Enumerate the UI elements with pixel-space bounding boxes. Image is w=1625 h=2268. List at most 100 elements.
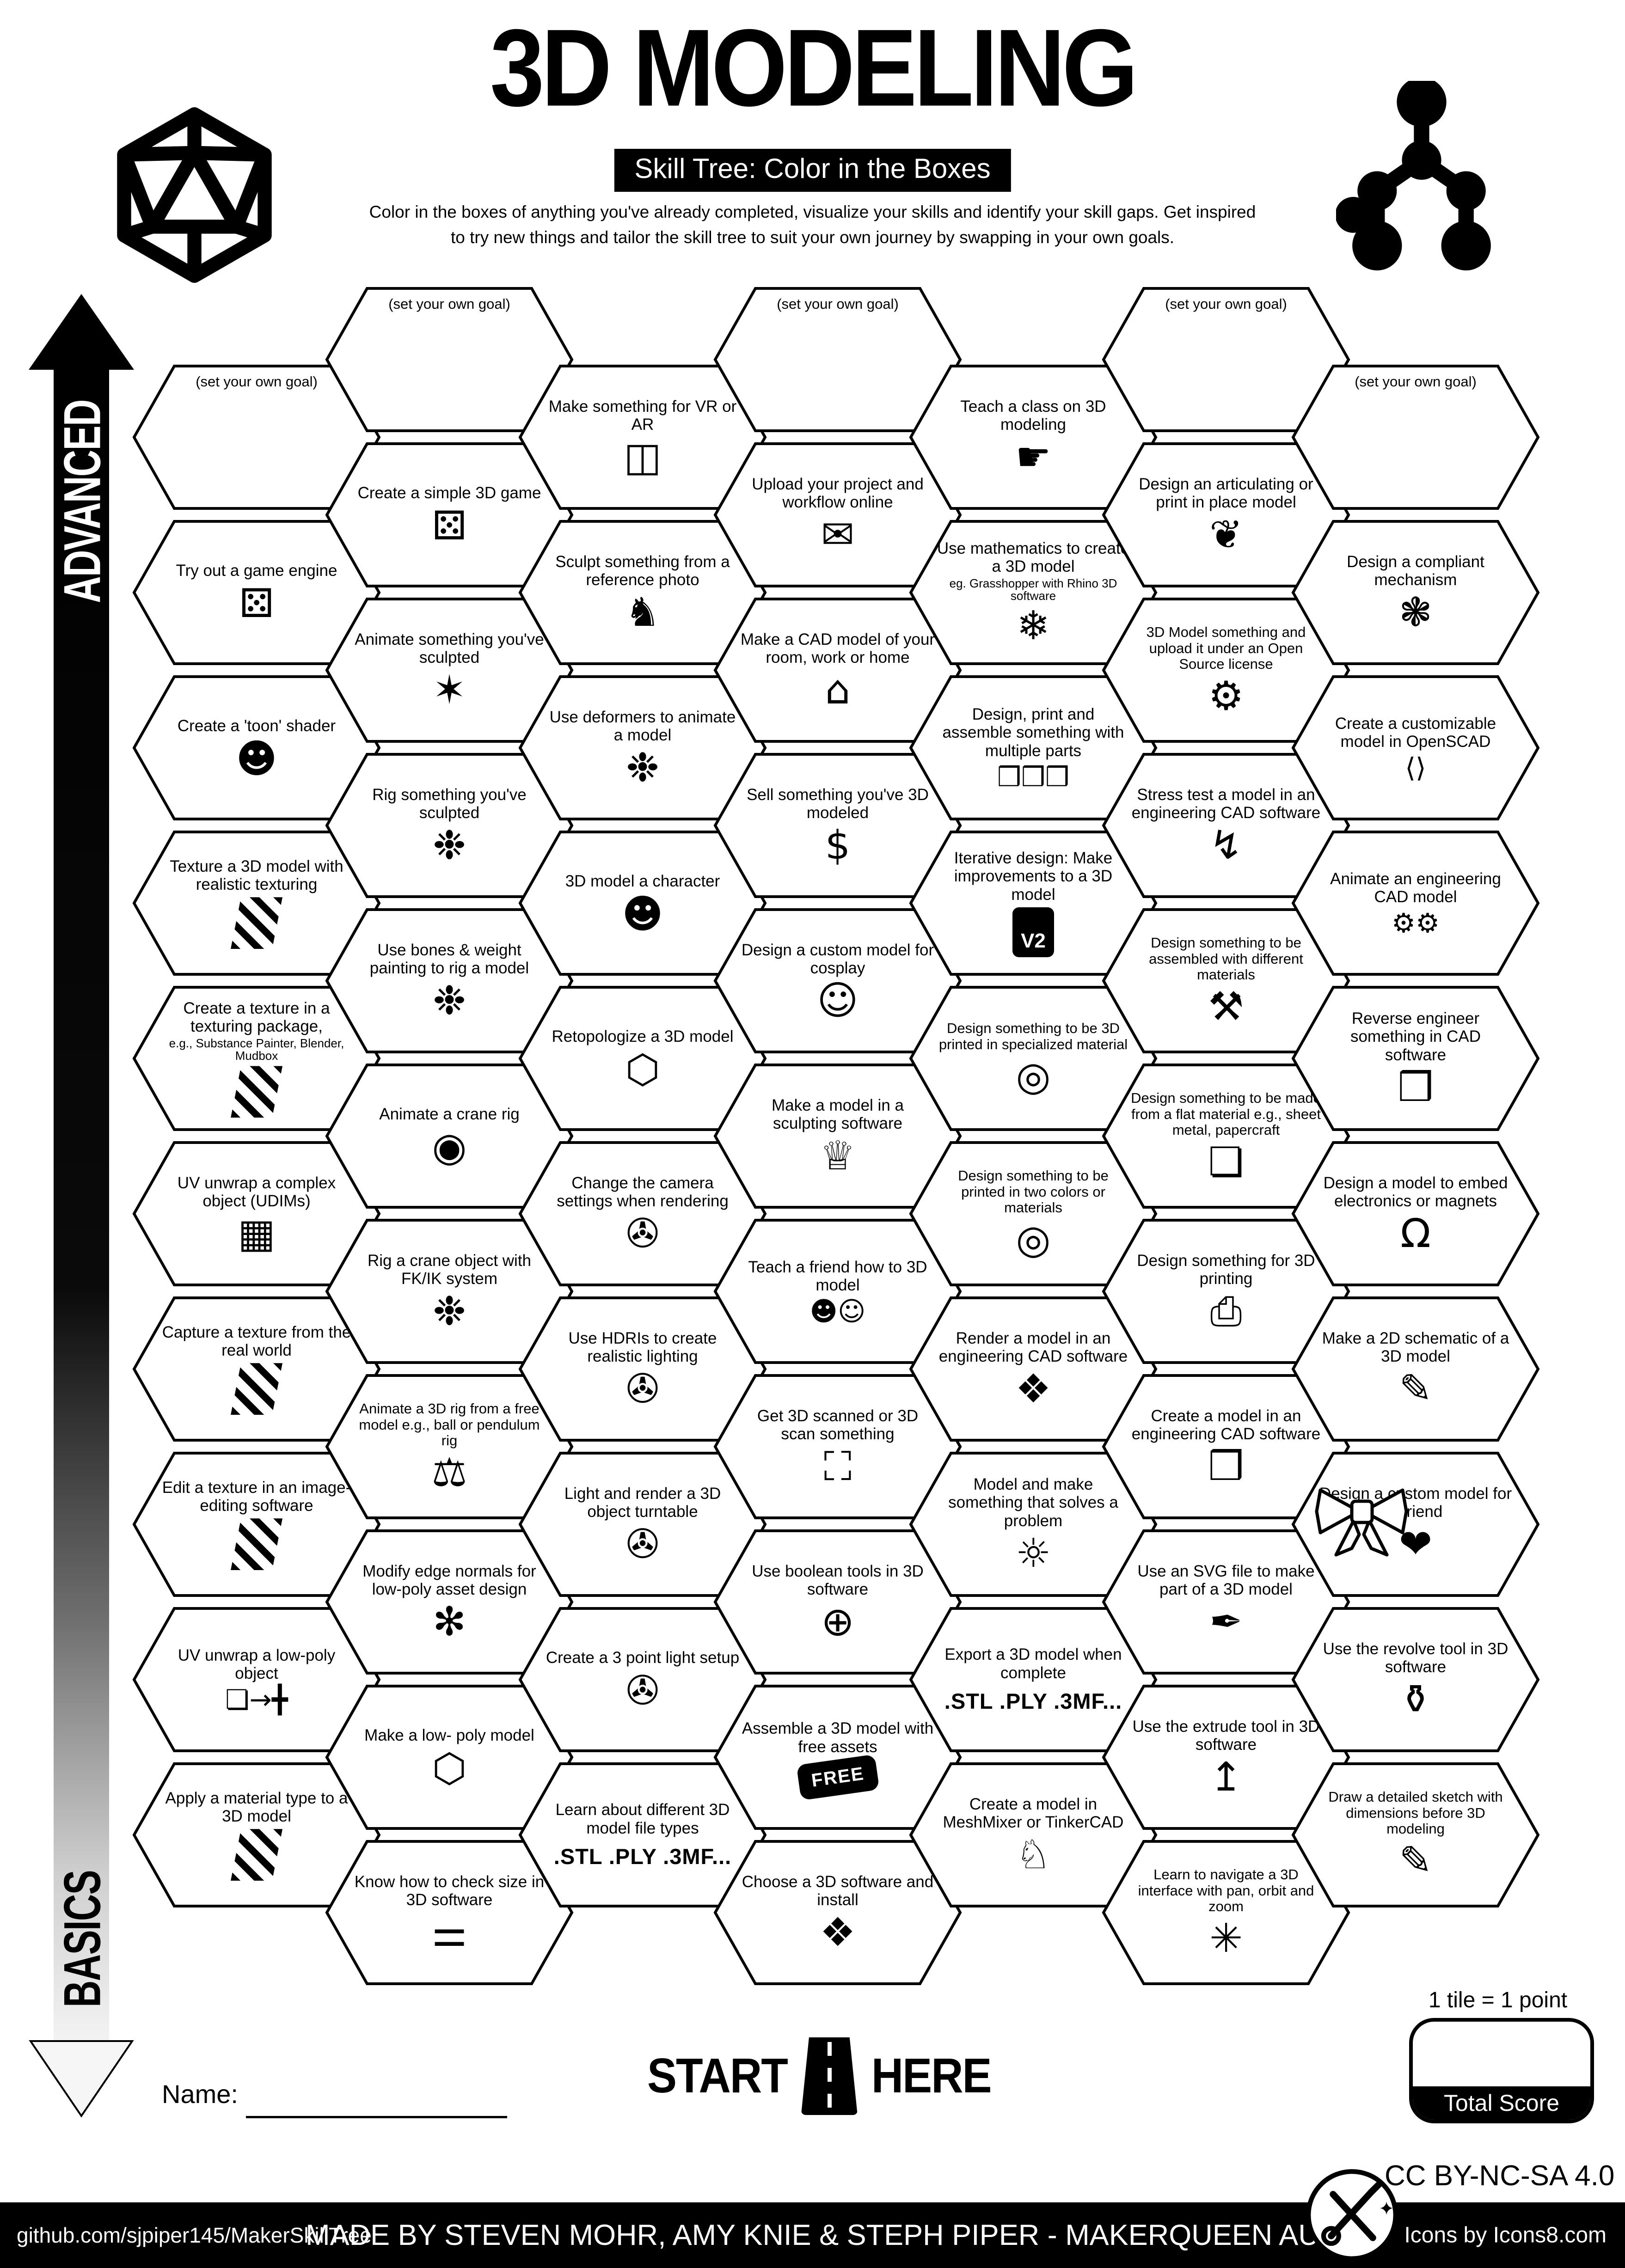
hex-tile-design-a-compliant-mechanism[interactable]: Design a compliant mechanism ❃ — [1291, 519, 1540, 666]
hex-tile-design-a-custom-model-for-a-friend[interactable]: Design a custom model for a friend ❤ — [1291, 1451, 1540, 1598]
hex-tile-create-a-customizable-model-in-openscad[interactable]: Create a customizable model in OpenSCAD ⟨… — [1291, 674, 1540, 821]
money-bag-icon: $ — [825, 822, 851, 869]
hex-tile-learn-about-different-3d-model-file-type[interactable]: Learn about different 3D model file type… — [518, 1761, 767, 1908]
hex-content: Rig something you've sculpted ❉ — [325, 752, 574, 899]
hex-tile-know-how-to-check-size-in-3d-software[interactable]: Know how to check size in 3D software ⚌ — [325, 1839, 574, 1986]
hex-tile-reverse-engineer-something-in-cad-softwa[interactable]: Reverse engineer something in CAD softwa… — [1291, 985, 1540, 1132]
hex-tile-use-hdris-to-create-realistic-lighting[interactable]: Use HDRIs to create realistic lighting ✇ — [518, 1296, 767, 1443]
hex-label: Get 3D scanned or 3D scan something — [757, 1406, 919, 1443]
skill-tree-icon — [1336, 81, 1491, 271]
hex-label: Model and make something that solves a p… — [948, 1475, 1118, 1530]
hex-content: Capture a texture from the real world — [132, 1296, 381, 1443]
cosplay-face-icon: ☺ — [817, 978, 858, 1024]
hex-tile-set-your-own-goal[interactable]: (set your own goal) — [1101, 286, 1351, 433]
hex-tile-create-a-texture-in-a-texturing-package[interactable]: Create a texture in a texturing package,… — [132, 985, 381, 1132]
hex-tile-make-a-cad-model-of-your-room-work-or-ho[interactable]: Make a CAD model of your room, work or h… — [713, 597, 963, 744]
filament-spool-icon: ◎ — [1016, 1217, 1051, 1263]
hex-content: UV unwrap a low-poly object ❏→╋ — [132, 1606, 381, 1753]
hex-content: Texture a 3D model with realistic textur… — [132, 830, 381, 977]
hex-content: Create a model in MeshMixer or TinkerCAD… — [908, 1761, 1158, 1908]
hex-tile-design-something-for-3d-printing[interactable]: Design something for 3D printing ⎙ — [1101, 1218, 1351, 1365]
file-types-label: .STL .PLY .3MF... — [944, 1688, 1122, 1713]
hex-content: Design a model to embed electronics or m… — [1291, 1140, 1540, 1287]
hex-label: Draw a detailed sketch with dimensions b… — [1328, 1788, 1503, 1837]
hex-label: UV unwrap a low-poly object — [178, 1646, 336, 1682]
hex-content: Make a 2D schematic of a 3D model ✎ — [1291, 1296, 1540, 1443]
hex-tile-animate-an-engineering-cad-model[interactable]: Animate an engineering CAD model ⚙⚙ — [1291, 830, 1540, 977]
lightbulb-icon: ☼ — [1015, 1530, 1051, 1577]
hex-tile-texture-a-3d-model-with-realistic-textur[interactable]: Texture a 3D model with realistic textur… — [132, 830, 381, 977]
hex-tile-iterative-design-make-improvements-to-a-[interactable]: Iterative design: Make improvements to a… — [908, 830, 1158, 977]
hex-tile-make-a-model-in-a-sculpting-software[interactable]: Make a model in a sculpting software ♕ — [713, 1063, 963, 1210]
footer-repo-link[interactable]: github.com/sjpiper145/MakerSkillTree — [17, 2223, 372, 2247]
subtitle-banner: Skill Tree: Color in the Boxes — [614, 149, 1011, 192]
hex-tile-design-something-to-be-3d-printed-in-spe[interactable]: Design something to be 3D printed in spe… — [908, 985, 1158, 1132]
spotlight-icon: ✇ — [625, 1366, 660, 1412]
hex-tile-modify-edge-normals-for-low-poly-asset-d[interactable]: Modify edge normals for low-poly asset d… — [325, 1528, 574, 1675]
hex-tile-use-the-extrude-tool-in-3d-software[interactable]: Use the extrude tool in 3D software ↥ — [1101, 1684, 1351, 1831]
hex-content: Use bones & weight painting to rig a mod… — [325, 907, 574, 1054]
hex-tile-uv-unwrap-a-complex-object-udims[interactable]: UV unwrap a complex object (UDIMs) ▦ — [132, 1140, 381, 1287]
hex-tile-design-something-to-be-assembled-with-di[interactable]: Design something to be assembled with di… — [1101, 907, 1351, 1054]
ruler-icon: ⚌ — [431, 1909, 467, 1956]
teach-friends-icon: ☻☺ — [809, 1296, 866, 1327]
name-label: Name: — [162, 2079, 238, 2109]
brain-icon: ❃ — [1398, 589, 1433, 636]
hex-tile-set-your-own-goal[interactable]: (set your own goal) — [713, 286, 963, 433]
spotlight-icon: ✇ — [625, 1210, 660, 1257]
hex-label: Design something to be printed in two co… — [958, 1167, 1109, 1216]
hex-tile-try-out-a-game-engine[interactable]: Try out a game engine ⚄ — [132, 519, 381, 666]
cube-dotted-icon: ❒ — [1398, 1064, 1434, 1111]
hex-tile-choose-a-3d-software-and-install[interactable]: Choose a 3D software and install ❖ — [713, 1839, 963, 1986]
hex-tile-draw-a-detailed-sketch-with-dimensions-b[interactable]: Draw a detailed sketch with dimensions b… — [1291, 1761, 1540, 1908]
hex-content: Animate a 3D rig from a free model e.g.,… — [325, 1373, 574, 1520]
hex-label: Use bones & weight painting to rig a mod… — [369, 941, 529, 977]
hex-content: Animate something you've sculpted ✶ — [325, 597, 574, 744]
total-score-label: Total Score — [1413, 2086, 1590, 2120]
hex-label: Use deformers to animate a model — [549, 708, 736, 744]
hex-tile-change-the-camera-settings-when-renderin[interactable]: Change the camera settings when renderin… — [518, 1140, 767, 1287]
hex-tile-model-and-make-something-that-solves-a-p[interactable]: Model and make something that solves a p… — [908, 1451, 1158, 1598]
hex-tile-capture-a-texture-from-the-real-world[interactable]: Capture a texture from the real world — [132, 1296, 381, 1443]
toon-face-icon: ☻ — [622, 891, 663, 937]
icosahedron-logo — [117, 107, 272, 283]
hex-label: Capture a texture from the real world — [162, 1323, 351, 1359]
hex-label: (set your own goal) — [1355, 373, 1477, 390]
hex-tile-create-a-simple-3d-game[interactable]: Create a simple 3D game ⚄ — [325, 441, 574, 588]
hex-content: Design a custom model for cosplay ☺ — [713, 907, 963, 1054]
edge-normals-icon: ✻ — [432, 1599, 466, 1645]
hex-tile-sculpt-something-from-a-reference-photo[interactable]: Sculpt something from a reference photo ♞ — [518, 519, 767, 666]
start-label: START — [647, 2048, 788, 2103]
footer-icons8-credit[interactable]: Icons by Icons8.com — [1404, 2223, 1607, 2248]
hex-tile-animate-a-3d-rig-from-a-free-model-e-g-b[interactable]: Animate a 3D rig from a free model e.g.,… — [325, 1373, 574, 1520]
hex-tile-create-a-model-in-meshmixer-or-tinkercad[interactable]: Create a model in MeshMixer or TinkerCAD… — [908, 1761, 1158, 1908]
hex-tile-make-a-2d-schematic-of-a-3d-model[interactable]: Make a 2D schematic of a 3D model ✎ — [1291, 1296, 1540, 1443]
hex-label: Use the revolve tool in 3D software — [1323, 1639, 1508, 1676]
hex-tile-render-a-model-in-an-engineering-cad-sof[interactable]: Render a model in an engineering CAD sof… — [908, 1296, 1158, 1443]
name-input-line[interactable] — [246, 2116, 507, 2118]
hex-tile-design-a-model-to-embed-electronics-or-m[interactable]: Design a model to embed electronics or m… — [1291, 1140, 1540, 1287]
hex-tile-apply-a-material-type-to-a-3d-model[interactable]: Apply a material type to a 3D model — [132, 1761, 381, 1908]
pen-nib-icon: ✒ — [1209, 1599, 1243, 1645]
hex-tile-uv-unwrap-a-low-poly-object[interactable]: UV unwrap a low-poly object ❏→╋ — [132, 1606, 381, 1753]
hex-tile-design-an-articulating-or-print-in-place[interactable]: Design an articulating or print in place… — [1101, 441, 1351, 588]
hex-tile-set-your-own-goal[interactable]: (set your own goal) — [325, 286, 574, 433]
total-score-box[interactable]: Total Score — [1409, 2018, 1594, 2123]
hex-label: Use mathematics to create a 3D model — [937, 539, 1130, 575]
stripes-swatch-icon — [231, 1829, 282, 1881]
hex-tile-create-a-toon-shader[interactable]: Create a 'toon' shader ☻ — [132, 674, 381, 821]
hex-tile-teach-a-friend-how-to-3d-model[interactable]: Teach a friend how to 3D model ☻☺ — [713, 1218, 963, 1365]
hex-tile-stress-test-a-model-in-an-engineering-ca[interactable]: Stress test a model in an engineering CA… — [1101, 752, 1351, 899]
hex-tile-rig-something-you-ve-sculpted[interactable]: Rig something you've sculpted ❉ — [325, 752, 574, 899]
hex-label: (set your own goal) — [1165, 296, 1287, 312]
hex-content: Animate an engineering CAD model ⚙⚙ — [1291, 830, 1540, 977]
hex-tile-set-your-own-goal[interactable]: (set your own goal) — [1291, 364, 1540, 511]
hex-tile-export-a-3d-model-when-complete[interactable]: Export a 3D model when complete .STL .PLY… — [908, 1606, 1158, 1753]
hex-content: Make a model in a sculpting software ♕ — [713, 1063, 963, 1210]
hex-tile-use-the-revolve-tool-in-3d-software[interactable]: Use the revolve tool in 3D software ⚱ — [1291, 1606, 1540, 1753]
hex-tile-use-deformers-to-animate-a-model[interactable]: Use deformers to animate a model ❉ — [518, 674, 767, 821]
hex-tile-animate-a-crane-rig[interactable]: Animate a crane rig ◉ — [325, 1063, 574, 1210]
hex-content: Design a custom model for a friend ❤ — [1291, 1451, 1540, 1598]
hex-content: Reverse engineer something in CAD softwa… — [1291, 985, 1540, 1132]
score-note: 1 tile = 1 point — [1428, 1988, 1568, 2012]
